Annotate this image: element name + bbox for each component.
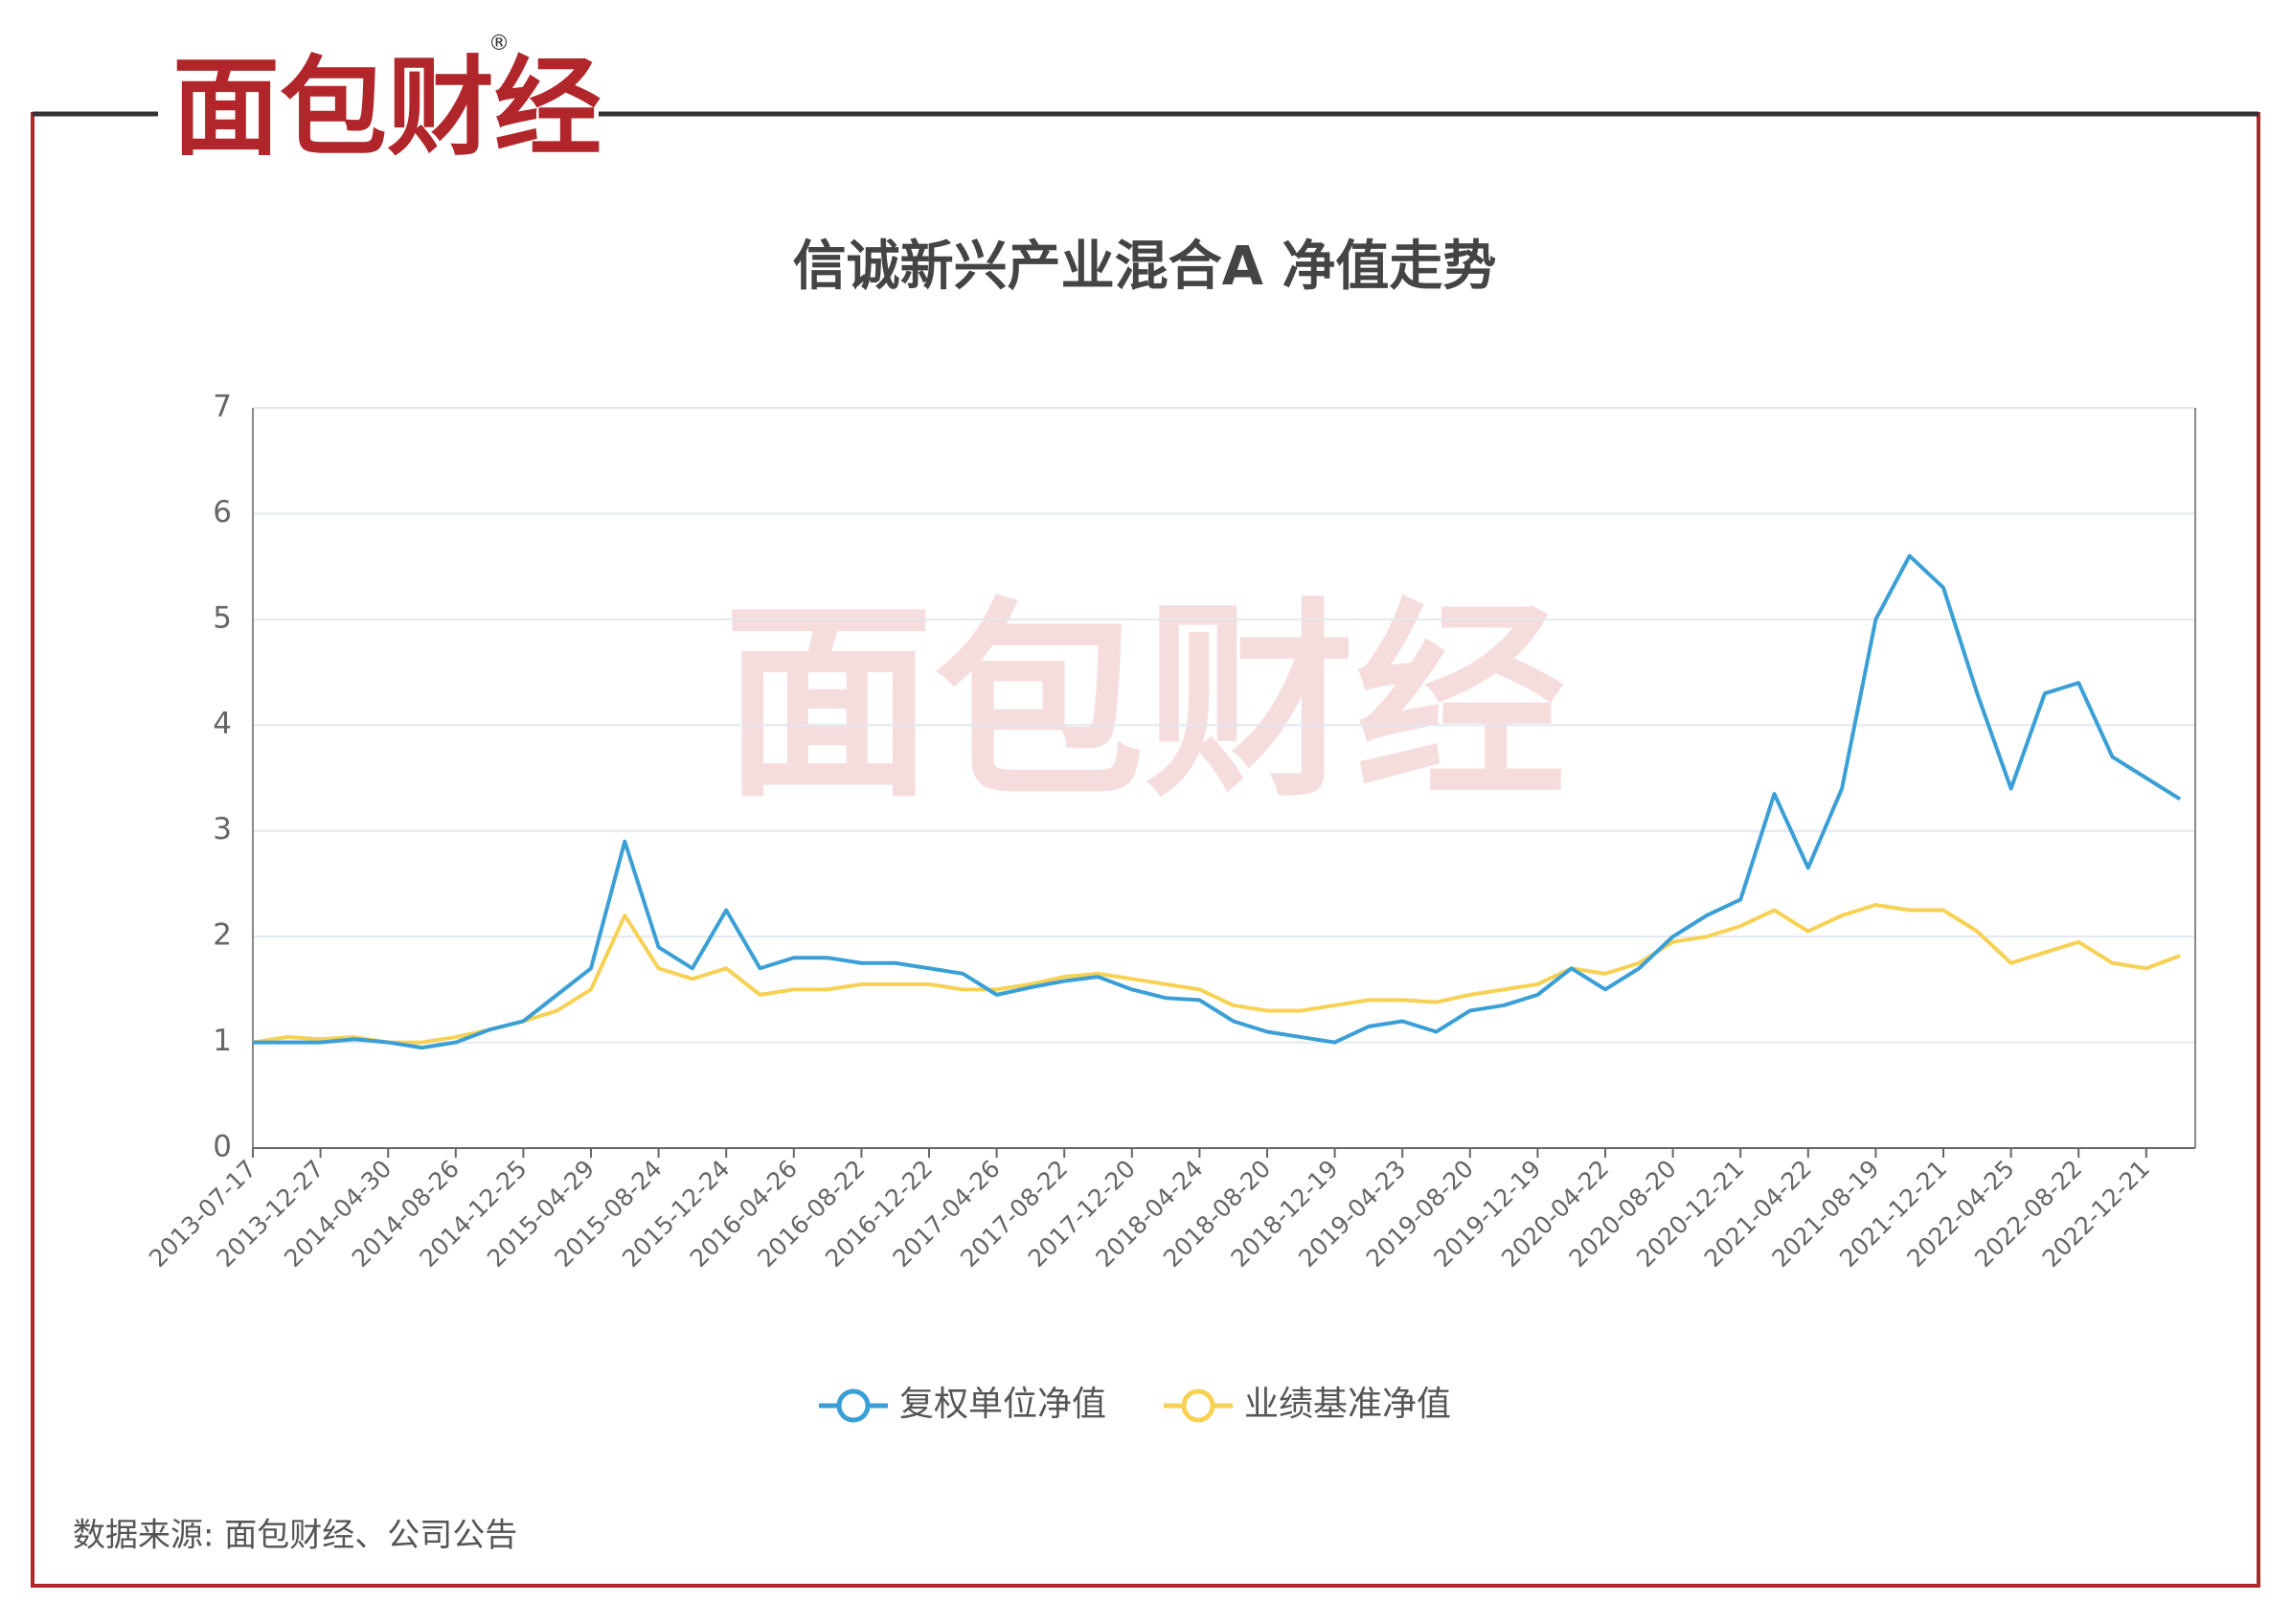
- y-tick-label: 5: [213, 600, 232, 635]
- legend-marker: [1181, 1388, 1215, 1423]
- watermark: 面包财经: [723, 580, 1566, 825]
- y-tick-label: 4: [213, 707, 232, 741]
- source: 数据来源: 面包财经、公司公告: [73, 1517, 517, 1555]
- logo-bg: [158, 38, 599, 172]
- frame: [31, 112, 2260, 1588]
- series-line: [253, 553, 2182, 1050]
- series-line: [252, 903, 2181, 1045]
- y-tick-label: 3: [213, 812, 232, 846]
- y-tick-label: 7: [213, 390, 232, 424]
- y-tick-label: 6: [213, 495, 232, 530]
- y-tick-label: 2: [213, 918, 232, 953]
- legend-marker: [836, 1388, 871, 1423]
- chart-title: 信诚新兴产业混合A 净值走势: [793, 236, 1497, 298]
- logo-mark: ®: [488, 32, 510, 56]
- legend-label: 业绩基准净值: [1244, 1385, 1451, 1424]
- y-tick-label: 0: [213, 1130, 232, 1164]
- logo: 面包财经: [172, 46, 601, 170]
- y-tick-label: 1: [213, 1024, 232, 1058]
- legend-label: 复权单位净值: [899, 1385, 1106, 1424]
